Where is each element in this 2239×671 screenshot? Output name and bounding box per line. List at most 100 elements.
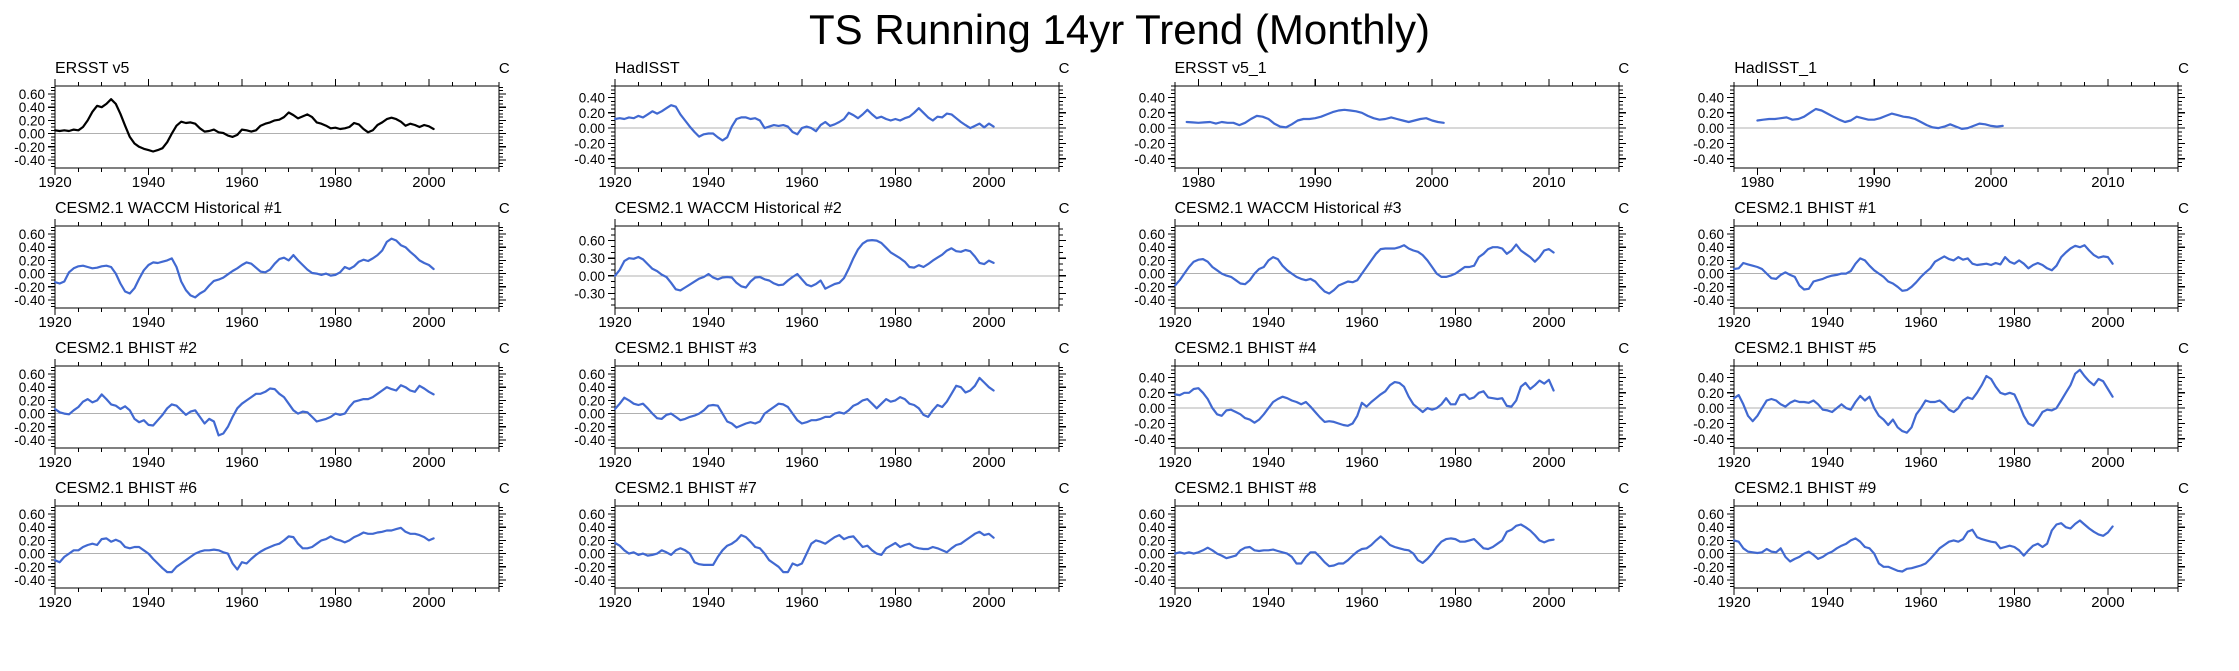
page-title: TS Running 14yr Trend (Monthly) xyxy=(809,6,1430,53)
svg-text:1940: 1940 xyxy=(1251,594,1284,611)
svg-text:1980: 1980 xyxy=(878,314,911,331)
svg-text:1960: 1960 xyxy=(225,594,258,611)
chart-canvas: 1920 1940 1960 1980 2000 0.600.400.200.00-0.2… xyxy=(14,359,506,471)
chart-canvas: 1920 1940 1960 1980 2000 0.600.400.200.00-0.2… xyxy=(14,219,506,331)
svg-text:0.20: 0.20 xyxy=(1138,253,1164,268)
chart-panel: CESM2.1 BHIST #7 C 1920 1940 1960 1980 2000 0… xyxy=(560,478,1120,612)
svg-text:-0.20: -0.20 xyxy=(574,560,605,575)
chart-canvas: 1980 1990 2000 2010 0.400.200.00-0.20-0.40 xyxy=(1134,79,1626,191)
svg-text:2000: 2000 xyxy=(1415,174,1448,191)
svg-text:-0.40: -0.40 xyxy=(14,573,45,588)
unit-label: C xyxy=(1058,200,1070,217)
svg-text:2000: 2000 xyxy=(1532,454,1565,471)
panel-title: ERSST v5 xyxy=(55,60,130,77)
panel-header: CESM2.1 WACCM Historical #2 C xyxy=(560,198,1120,218)
chart-panel: CESM2.1 BHIST #6 C 1920 1940 1960 1980 2000 0… xyxy=(0,478,560,612)
svg-text:1990: 1990 xyxy=(1298,174,1331,191)
svg-text:1960: 1960 xyxy=(785,594,818,611)
svg-text:2000: 2000 xyxy=(972,314,1005,331)
svg-text:0.20: 0.20 xyxy=(19,113,45,128)
chart-panel: HadISST_1 C 1980 1990 2000 2010 0.40 0.20 0.00… xyxy=(1679,58,2239,192)
svg-text:0.20: 0.20 xyxy=(19,533,45,548)
unit-label: C xyxy=(498,200,510,217)
svg-text:0.60: 0.60 xyxy=(19,227,45,242)
svg-text:0.00: 0.00 xyxy=(19,547,45,562)
chart-canvas: 1920 1940 1960 1980 2000 0.600.400.200.00-0.2… xyxy=(1693,219,2186,331)
svg-text:0.00: 0.00 xyxy=(578,121,604,136)
chart-canvas: 1920 1940 1960 1980 2000 0.400.200.00-0.20-0.… xyxy=(574,79,1066,191)
unit-label: C xyxy=(498,60,510,77)
svg-text:1940: 1940 xyxy=(1811,454,1844,471)
svg-text:1940: 1940 xyxy=(692,594,725,611)
chart-canvas: 1920 1940 1960 1980 2000 0.600.400.200.00-0.2… xyxy=(14,499,506,611)
svg-text:0.60: 0.60 xyxy=(1138,507,1164,522)
svg-text:1960: 1960 xyxy=(785,454,818,471)
svg-text:2000: 2000 xyxy=(412,454,445,471)
unit-label: C xyxy=(1618,480,1630,497)
svg-text:1920: 1920 xyxy=(38,174,71,191)
svg-text:1980: 1980 xyxy=(319,174,352,191)
svg-text:-0.20: -0.20 xyxy=(1693,280,1724,295)
svg-text:1980: 1980 xyxy=(319,594,352,611)
svg-text:0.00: 0.00 xyxy=(19,127,45,142)
svg-text:0.00: 0.00 xyxy=(578,269,604,284)
svg-text:1960: 1960 xyxy=(1345,314,1378,331)
chart-panel: CESM2.1 BHIST #8 C 1920 1940 1960 1980 2000 0… xyxy=(1120,478,1680,612)
panel-title: CESM2.1 BHIST #3 xyxy=(614,340,757,357)
chart-canvas: 1920 1940 1960 1980 2000 0.600.400.200.00-0.2… xyxy=(574,359,1066,471)
svg-text:-0.20: -0.20 xyxy=(1134,560,1165,575)
svg-text:-0.20: -0.20 xyxy=(1693,136,1724,151)
svg-text:0.20: 0.20 xyxy=(1138,106,1164,121)
svg-text:0.40: 0.40 xyxy=(578,380,604,395)
chart-panel: ERSST v5 C 1920 1940 1960 1980 2000 0.60 0.40 0… xyxy=(0,58,560,192)
svg-text:1960: 1960 xyxy=(225,314,258,331)
svg-text:-0.20: -0.20 xyxy=(1693,560,1724,575)
panel-title: CESM2.1 BHIST #8 xyxy=(1174,480,1317,497)
chart-panel: CESM2.1 WACCM Historical #3 C 1920 1940 19… xyxy=(1120,198,1680,332)
svg-text:1940: 1940 xyxy=(692,314,725,331)
svg-text:2000: 2000 xyxy=(1975,174,2008,191)
panel-header: HadISST_1 C xyxy=(1679,58,2239,78)
svg-text:0.40: 0.40 xyxy=(19,520,45,535)
svg-text:0.60: 0.60 xyxy=(578,507,604,522)
unit-label: C xyxy=(1058,480,1070,497)
chart-panel: ERSST v5_1 C 1980 1990 2000 2010 0.40 0.20 0.0… xyxy=(1120,58,1680,192)
svg-text:1980: 1980 xyxy=(319,454,352,471)
svg-text:1920: 1920 xyxy=(598,454,631,471)
svg-text:2010: 2010 xyxy=(2091,174,2124,191)
chart-panel: CESM2.1 BHIST #1 C 1920 1940 1960 1980 2000 0… xyxy=(1679,198,2239,332)
svg-text:-0.40: -0.40 xyxy=(1693,293,1724,308)
svg-text:-0.30: -0.30 xyxy=(574,286,605,301)
unit-label: C xyxy=(2178,60,2189,77)
svg-text:1920: 1920 xyxy=(598,594,631,611)
svg-text:-0.20: -0.20 xyxy=(14,420,45,435)
svg-text:-0.20: -0.20 xyxy=(1134,136,1165,151)
svg-text:2000: 2000 xyxy=(972,174,1005,191)
panel-title: CESM2.1 BHIST #9 xyxy=(1734,480,1877,497)
panel-header: CESM2.1 WACCM Historical #3 C xyxy=(1120,198,1680,218)
svg-text:1920: 1920 xyxy=(38,594,71,611)
panel-title: HadISST_1 xyxy=(1734,60,1817,77)
svg-text:0.20: 0.20 xyxy=(578,533,604,548)
svg-text:1990: 1990 xyxy=(1858,174,1891,191)
panel-title: CESM2.1 WACCM Historical #2 xyxy=(614,200,842,217)
svg-text:2010: 2010 xyxy=(1532,174,1565,191)
svg-text:1980: 1980 xyxy=(1741,174,1774,191)
svg-text:1960: 1960 xyxy=(225,174,258,191)
panel-header: CESM2.1 BHIST #1 C xyxy=(1679,198,2239,218)
svg-text:0.40: 0.40 xyxy=(1138,90,1164,105)
unit-label: C xyxy=(2178,200,2189,217)
chart-canvas: 1920 1940 1960 1980 2000 0.600.400.200.00-0.2… xyxy=(574,499,1066,611)
svg-text:-0.40: -0.40 xyxy=(14,433,45,448)
chart-panel: CESM2.1 BHIST #9 C 1920 1940 1960 1980 2000 0… xyxy=(1679,478,2239,612)
panel-header: CESM2.1 BHIST #5 C xyxy=(1679,338,2239,358)
panel-title: CESM2.1 WACCM Historical #1 xyxy=(55,200,283,217)
unit-label: C xyxy=(2178,480,2189,497)
svg-text:-0.40: -0.40 xyxy=(574,433,605,448)
svg-text:1980: 1980 xyxy=(878,454,911,471)
svg-text:0.20: 0.20 xyxy=(1698,533,1724,548)
svg-text:0.60: 0.60 xyxy=(578,234,604,249)
svg-text:-0.20: -0.20 xyxy=(1134,416,1165,431)
svg-text:1980: 1980 xyxy=(1998,314,2031,331)
svg-text:1920: 1920 xyxy=(1158,314,1191,331)
